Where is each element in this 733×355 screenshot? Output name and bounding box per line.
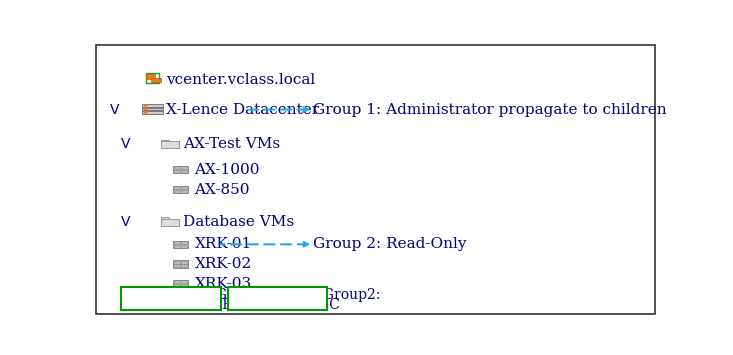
Bar — [180, 284, 187, 287]
Bar — [151, 78, 161, 82]
Bar — [174, 245, 180, 248]
Text: User A, User B: User A, User B — [127, 297, 232, 311]
Bar — [180, 245, 187, 248]
Bar — [180, 170, 187, 173]
Bar — [161, 140, 169, 141]
Bar — [161, 219, 179, 225]
Bar — [174, 241, 180, 244]
Text: Database VMs: Database VMs — [183, 215, 294, 229]
Text: AX-1000: AX-1000 — [194, 163, 260, 177]
Bar — [180, 261, 187, 264]
Text: AX-850: AX-850 — [194, 183, 250, 197]
Text: Members of Group2:: Members of Group2: — [234, 288, 380, 302]
Text: vcenter.vclass.local: vcenter.vclass.local — [166, 72, 315, 87]
Text: XRK-03: XRK-03 — [194, 277, 251, 291]
Text: Members of Group1:: Members of Group1: — [127, 288, 273, 302]
Text: X-Lence Datacenter: X-Lence Datacenter — [166, 103, 319, 116]
Bar — [142, 111, 163, 114]
Bar — [174, 261, 180, 264]
Bar — [180, 186, 187, 189]
Text: Group 2: Read-Only: Group 2: Read-Only — [313, 237, 467, 251]
Bar — [174, 166, 180, 169]
Text: AX-Test VMs: AX-Test VMs — [183, 137, 280, 151]
Bar — [161, 217, 169, 219]
Bar — [180, 241, 187, 244]
Bar — [147, 75, 155, 79]
Circle shape — [144, 108, 147, 109]
Text: XRK-02: XRK-02 — [194, 257, 251, 271]
Bar — [173, 260, 188, 268]
Bar — [161, 141, 179, 148]
Bar — [180, 264, 187, 267]
Bar — [121, 287, 221, 311]
Bar — [180, 280, 187, 283]
Bar — [173, 241, 188, 248]
Bar — [174, 170, 180, 173]
Bar — [173, 280, 188, 287]
Bar — [173, 166, 188, 173]
Text: V: V — [110, 103, 119, 116]
Bar — [228, 287, 328, 311]
Bar — [174, 186, 180, 189]
Bar — [180, 190, 187, 193]
Text: Group 1: Administrator propagate to children: Group 1: Administrator propagate to chil… — [313, 103, 667, 116]
Text: V: V — [121, 215, 130, 229]
Bar — [142, 108, 163, 110]
Bar — [174, 190, 180, 193]
Bar — [174, 284, 180, 287]
Text: XRK-01: XRK-01 — [194, 237, 251, 251]
Bar — [146, 73, 159, 83]
Circle shape — [144, 105, 147, 106]
Text: User A, User C: User A, User C — [234, 297, 339, 311]
Bar — [174, 280, 180, 283]
Bar — [180, 166, 187, 169]
Bar — [142, 104, 163, 106]
Text: V: V — [121, 137, 130, 151]
Circle shape — [144, 112, 147, 113]
Bar — [173, 186, 188, 193]
Bar — [174, 264, 180, 267]
